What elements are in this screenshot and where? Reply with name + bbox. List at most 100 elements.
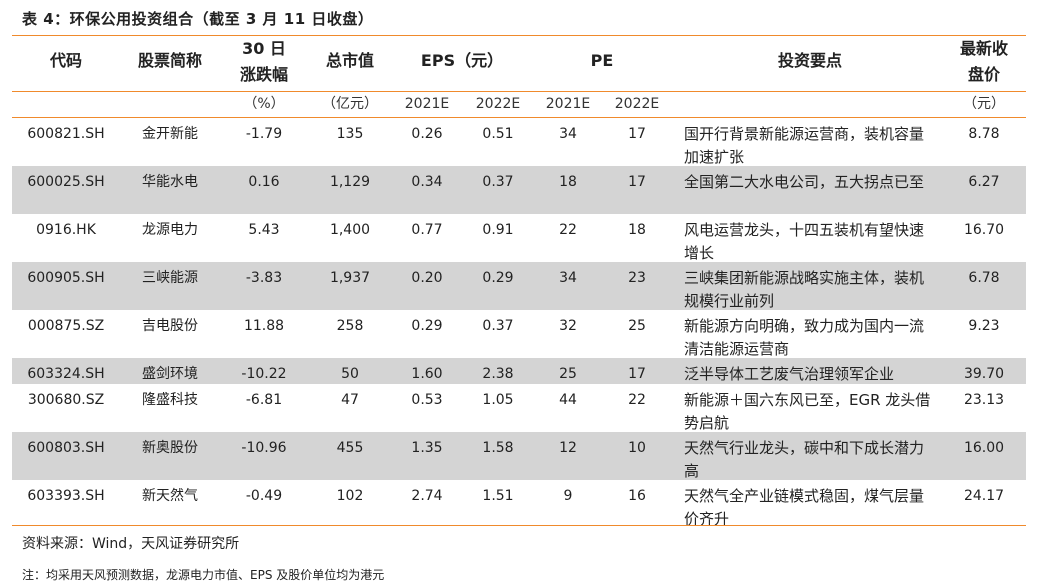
pe-2022e-cell: 22 bbox=[628, 392, 646, 408]
latest-price-cell: 39.70 bbox=[963, 366, 1005, 382]
stock-name-cell: 龙源电力 bbox=[142, 222, 198, 238]
pe-2022e-cell: 17 bbox=[628, 366, 646, 382]
change-30d-cell: 11.88 bbox=[243, 318, 285, 334]
pe-2022e-cell: 10 bbox=[628, 440, 646, 456]
latest-price-cell: 6.78 bbox=[968, 270, 1000, 286]
investment-point-cell: 风电运营龙头，十四五装机有望快速增长 bbox=[684, 221, 925, 262]
latest-price-cell: 16.70 bbox=[963, 222, 1005, 238]
subheader-market-cap-unit: （亿元） bbox=[322, 96, 378, 112]
latest-price-cell: 24.17 bbox=[963, 488, 1005, 504]
pe-2021e-cell: 12 bbox=[559, 440, 577, 456]
change-30d-cell: 0.16 bbox=[248, 174, 280, 190]
market-cap-cell: 50 bbox=[341, 366, 359, 382]
eps-2022e-cell: 0.29 bbox=[482, 270, 514, 286]
table-row: 603393.SH 新天然气 -0.49 102 2.74 1.51 9 16 24.17 天然气… bbox=[12, 480, 1026, 528]
table-row: 000875.SZ 吉电股份 11.88 258 0.29 0.37 32 25 9.23 新能源… bbox=[12, 310, 1026, 358]
market-cap-cell: 258 bbox=[336, 318, 364, 334]
header-investment-point: 投资要点 bbox=[777, 51, 842, 70]
investment-point-cell: 天然气行业龙头，碳中和下成长潜力高 bbox=[684, 439, 925, 480]
market-cap-cell: 1,400 bbox=[329, 222, 371, 238]
eps-2021e-cell: 0.77 bbox=[411, 222, 443, 238]
eps-2021e-cell: 1.60 bbox=[411, 366, 443, 382]
investment-point-cell: 全国第二大水电公司，五大拐点已至 bbox=[684, 173, 925, 191]
table-row: 600905.SH 三峡能源 -3.83 1,937 0.20 0.29 34 23 6.78 三… bbox=[12, 262, 1026, 310]
change-30d-cell: -6.81 bbox=[245, 392, 283, 408]
eps-2022e-cell: 0.37 bbox=[482, 318, 514, 334]
stock-code-cell: 600905.SH bbox=[27, 270, 105, 286]
investment-point-cell: 新能源方向明确，致力成为国内一流清洁能源运营商 bbox=[684, 317, 925, 358]
pe-2022e-cell: 25 bbox=[628, 318, 646, 334]
source-note: 资料来源：Wind，天风证券研究所 bbox=[22, 536, 240, 552]
subheader-eps-2021: 2021E bbox=[404, 96, 450, 112]
header-change-line2: 涨跌幅 bbox=[239, 65, 288, 84]
change-30d-cell: -3.83 bbox=[245, 270, 283, 286]
latest-price-cell: 23.13 bbox=[963, 392, 1005, 408]
subheader-eps-2022: 2022E bbox=[475, 96, 521, 112]
pe-2022e-cell: 18 bbox=[628, 222, 646, 238]
header-middle-rule bbox=[12, 91, 1026, 92]
eps-2021e-cell: 0.29 bbox=[411, 318, 443, 334]
table-row: 600803.SH 新奥股份 -10.96 455 1.35 1.58 12 10 16.00 天… bbox=[12, 432, 1026, 480]
table-row: 600025.SH 华能水电 0.16 1,129 0.34 0.37 18 17 6.27 全国… bbox=[12, 166, 1026, 214]
investment-point-cell: 天然气全产业链模式稳固，煤气层量价齐升 bbox=[684, 487, 925, 528]
investment-point-cell: 新能源＋国六东风已至，EGR 龙头借势启航 bbox=[684, 391, 931, 432]
latest-price-cell: 9.23 bbox=[968, 318, 1000, 334]
stock-name-cell: 新奥股份 bbox=[142, 440, 198, 456]
stock-code-cell: 000875.SZ bbox=[27, 318, 105, 334]
eps-2021e-cell: 0.26 bbox=[411, 126, 443, 142]
market-cap-cell: 102 bbox=[336, 488, 364, 504]
stock-code-cell: 603324.SH bbox=[27, 366, 105, 382]
eps-2021e-cell: 0.20 bbox=[411, 270, 443, 286]
stock-code-cell: 300680.SZ bbox=[27, 392, 105, 408]
change-30d-cell: -10.96 bbox=[241, 440, 287, 456]
stock-code-cell: 600821.SH bbox=[27, 126, 105, 142]
header-bottom-rule bbox=[12, 117, 1026, 118]
eps-2021e-cell: 2.74 bbox=[411, 488, 443, 504]
eps-2022e-cell: 1.58 bbox=[482, 440, 514, 456]
latest-price-cell: 8.78 bbox=[968, 126, 1000, 142]
header-eps: EPS（元） bbox=[420, 51, 504, 70]
stock-code-cell: 600803.SH bbox=[27, 440, 105, 456]
stock-name-cell: 隆盛科技 bbox=[142, 392, 198, 408]
pe-2021e-cell: 18 bbox=[559, 174, 577, 190]
table-row: 0916.HK 龙源电力 5.43 1,400 0.77 0.91 22 18 16.70 风电运… bbox=[12, 214, 1026, 262]
stock-name-cell: 华能水电 bbox=[142, 174, 198, 190]
stock-name-cell: 三峡能源 bbox=[142, 270, 198, 286]
pe-2022e-cell: 23 bbox=[628, 270, 646, 286]
pe-2022e-cell: 17 bbox=[628, 126, 646, 142]
eps-2021e-cell: 0.34 bbox=[411, 174, 443, 190]
pe-2021e-cell: 25 bbox=[559, 366, 577, 382]
table-row: 600821.SH 金开新能 -1.79 135 0.26 0.51 34 17 8.78 国开行… bbox=[12, 118, 1026, 166]
stock-name-cell: 盛剑环境 bbox=[142, 366, 198, 382]
latest-price-cell: 16.00 bbox=[963, 440, 1005, 456]
header-change-line1: 30 日 bbox=[242, 39, 286, 58]
stock-code-cell: 600025.SH bbox=[27, 174, 105, 190]
pe-2021e-cell: 34 bbox=[559, 126, 577, 142]
table-title: 表 4：环保公用投资组合（截至 3 月 11 日收盘） bbox=[22, 10, 374, 28]
investment-point-cell: 国开行背景新能源运营商，装机容量加速扩张 bbox=[684, 125, 925, 166]
market-cap-cell: 455 bbox=[336, 440, 364, 456]
change-30d-cell: -1.79 bbox=[245, 126, 283, 142]
change-30d-cell: 5.43 bbox=[248, 222, 280, 238]
pe-2021e-cell: 44 bbox=[559, 392, 577, 408]
table-header: 代码 股票简称 30 日 涨跌幅 总市值 EPS（元） PE 投资要点 最新收 … bbox=[12, 35, 1026, 115]
top-rule bbox=[12, 35, 1026, 36]
eps-2022e-cell: 0.91 bbox=[482, 222, 514, 238]
eps-2022e-cell: 1.05 bbox=[482, 392, 514, 408]
header-price-line2: 盘价 bbox=[967, 65, 1000, 84]
subheader-pe-2022: 2022E bbox=[614, 96, 660, 112]
header-market-cap: 总市值 bbox=[325, 51, 374, 70]
bottom-rule bbox=[12, 525, 1026, 526]
stock-name-cell: 新天然气 bbox=[142, 488, 198, 504]
change-30d-cell: -10.22 bbox=[241, 366, 287, 382]
market-cap-cell: 47 bbox=[341, 392, 359, 408]
investment-point-cell: 三峡集团新能源战略实施主体，装机规模行业前列 bbox=[684, 269, 925, 310]
header-price-line1: 最新收 bbox=[959, 39, 1008, 58]
subheader-change-unit: （%） bbox=[243, 96, 285, 112]
pe-2022e-cell: 17 bbox=[628, 174, 646, 190]
subheader-pe-2021: 2021E bbox=[545, 96, 591, 112]
pe-2021e-cell: 9 bbox=[563, 488, 573, 504]
eps-2022e-cell: 0.51 bbox=[482, 126, 514, 142]
table-row: 300680.SZ 隆盛科技 -6.81 47 0.53 1.05 44 22 23.13 新能源… bbox=[12, 384, 1026, 432]
table-row: 603324.SH 盛剑环境 -10.22 50 1.60 2.38 25 17 39.70 泛半… bbox=[12, 358, 1026, 384]
